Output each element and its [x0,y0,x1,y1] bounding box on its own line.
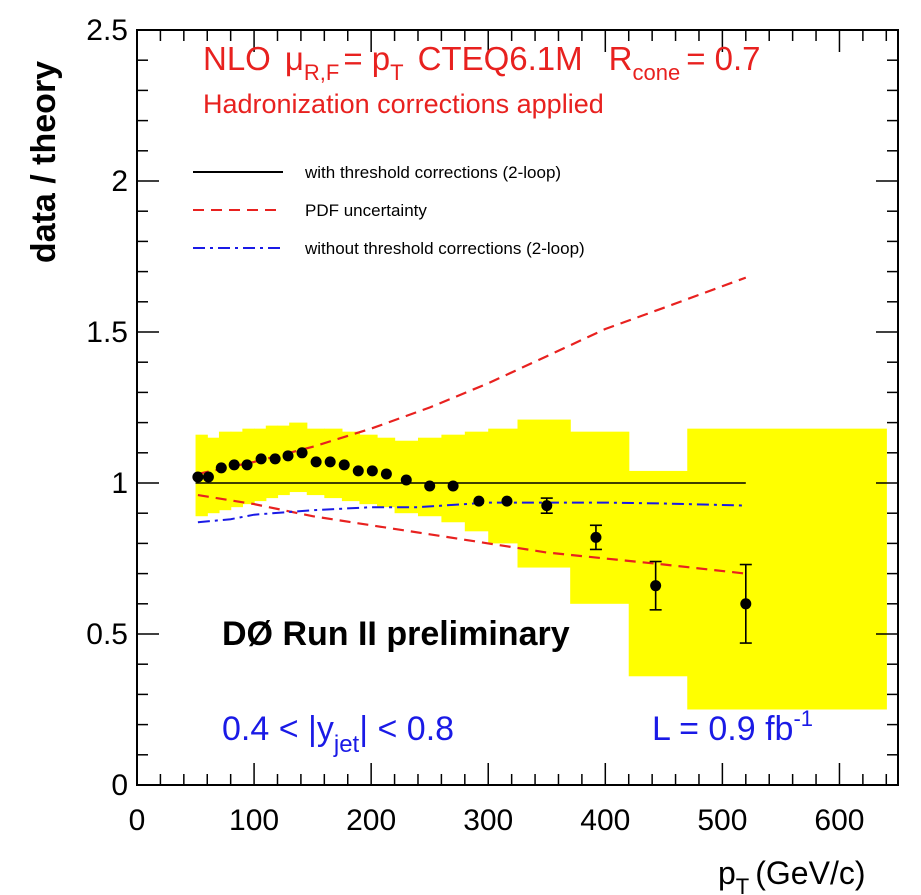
legend: with threshold corrections (2-loop) PDF … [193,163,585,258]
x-tick-label: 400 [580,804,630,837]
data-marker [202,471,214,483]
y-tick-label: 0 [111,769,128,802]
x-tick-label: 500 [697,804,747,837]
y-tick-label: 2 [111,165,128,198]
legend-label-pdf: PDF uncertainty [305,201,427,220]
band-segment [441,434,466,523]
data-marker [324,456,336,468]
data-point [589,524,602,551]
band-segment [488,428,519,544]
data-point [228,459,240,471]
data-point [192,471,204,483]
data-point [447,480,459,492]
data-marker [241,459,253,471]
data-marker [282,450,294,462]
data-marker [473,495,485,507]
data-marker [215,462,227,474]
data-marker [447,480,459,492]
data-marker [338,459,350,471]
y-tick-label: 1.5 [86,316,128,349]
data-point [255,453,267,465]
data-marker [400,474,412,486]
band-segment [628,470,688,677]
svg-text:L = 0.9 fb-1: L = 0.9 fb-1 [652,706,813,748]
data-point [380,468,392,480]
x-tick-label: 0 [129,804,146,837]
data-point [366,465,378,477]
data-point [424,480,436,492]
x-tick-label: 600 [814,804,864,837]
data-point [282,450,294,462]
legend-label-threshold: with threshold corrections (2-loop) [304,163,561,182]
x-axis-ticks: 0 100 200 300 400 500 600 [129,30,888,837]
x-tick-label: 200 [346,804,396,837]
experiment-label: DØ Run II preliminary [222,615,570,653]
data-point [649,560,662,611]
y-axis-ticks: 0 0.5 1 1.5 2 2.5 [86,14,898,802]
pdf-lower-line [197,494,746,575]
band-segment [254,428,267,502]
band-segment [417,437,442,517]
data-marker [228,459,240,471]
band-segment [570,431,630,604]
y-axis-label: data / theory [25,61,63,263]
data-marker [296,447,308,459]
data-point [324,456,336,468]
data-point [310,456,322,468]
data-marker [424,480,436,492]
no-threshold-line [197,501,746,524]
y-tick-label: 1 [111,467,128,500]
data-marker [255,453,267,465]
data-marker [380,468,392,480]
data-point [296,447,308,459]
legend-label-nothreshold: without threshold corrections (2-loop) [304,239,585,258]
data-marker [352,465,364,477]
chart-title: NLO μR,F = pT CTEQ6.1M Rcone = 0.7 [203,40,761,85]
svg-text:0.4 < |yjet| < 0.8: 0.4 < |yjet| < 0.8 [222,710,454,758]
data-marker [269,453,281,465]
data-point [215,462,227,474]
data-marker [310,456,322,468]
pdf-upper-line [197,276,747,475]
svg-text:pT(GeV/c): pT (GeV/c) [718,855,865,895]
x-axis-label: pT (GeV/c) [718,855,865,895]
luminosity-label: L = 0.9 fb-1 [652,706,813,748]
plot-frame [136,29,899,786]
data-point [202,471,214,483]
rapidity-label: 0.4 < |yjet| < 0.8 [222,710,454,758]
systematic-band [195,419,887,710]
data-point [501,495,513,507]
theory-lines [195,276,747,575]
data-marker [740,598,752,610]
band-segment [464,431,489,532]
band-segment [687,428,887,710]
data-point [352,465,364,477]
data-marker [590,531,602,543]
data-marker [650,580,662,592]
chart-subtitle: Hadronization corrections applied [203,89,604,119]
data-point [241,459,253,471]
x-tick-label: 100 [229,804,279,837]
data-point [473,495,485,507]
data-points [192,447,752,644]
y-tick-label: 2.5 [86,14,128,47]
data-marker [541,500,553,512]
data-point [269,453,281,465]
band-segment [289,422,308,493]
data-point [400,474,412,486]
data-marker [501,495,513,507]
data-marker [366,465,378,477]
x-tick-label: 300 [463,804,513,837]
data-point [540,497,553,515]
band-segment [517,419,571,568]
data-point [338,459,350,471]
band-segment [277,425,290,496]
data-point [739,563,752,644]
data-marker [192,471,204,483]
y-tick-label: 0.5 [86,618,128,651]
